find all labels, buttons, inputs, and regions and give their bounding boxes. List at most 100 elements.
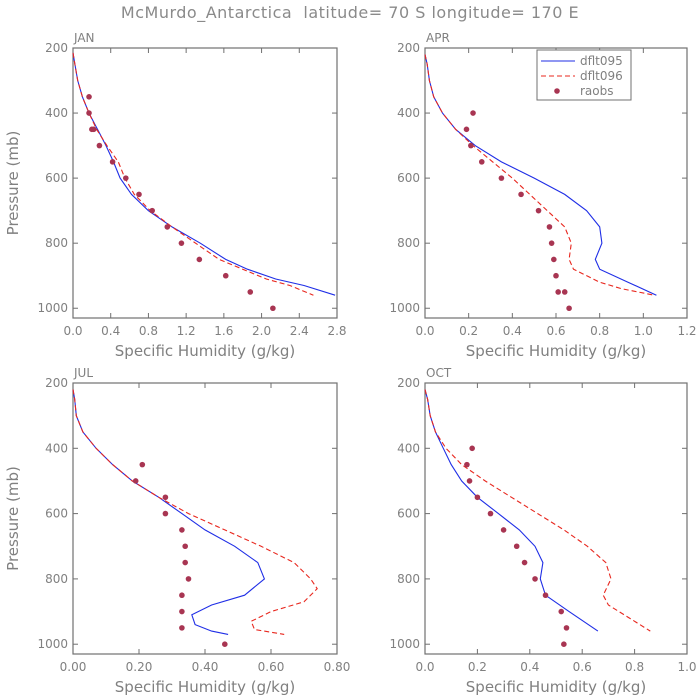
raobs-point <box>96 142 103 149</box>
x-tick-label: 0.8 <box>625 660 644 674</box>
x-tick-label: 0.4 <box>101 324 120 338</box>
y-tick-label: 400 <box>45 106 68 120</box>
raobs-point <box>468 142 474 149</box>
legend-label-dflt096: dflt096 <box>580 69 623 83</box>
series-line-dflt095 <box>424 54 657 296</box>
raobs-point <box>500 527 507 533</box>
x-tick-label: 2.8 <box>327 324 346 338</box>
series-line-dflt095 <box>424 389 599 632</box>
raobs-point <box>561 641 567 648</box>
raobs-point <box>566 305 572 312</box>
raobs-point <box>532 576 538 582</box>
y-tick-label: 200 <box>45 41 68 55</box>
raobs-point <box>139 461 146 468</box>
series-line-dflt096 <box>72 389 318 635</box>
raobs-point <box>182 543 188 550</box>
y-tick-label: 400 <box>397 106 420 120</box>
x-tick-label: 0.4 <box>520 660 539 674</box>
raobs-point <box>498 175 505 181</box>
legend-box <box>536 49 632 101</box>
x-tick-label: 0.6 <box>573 660 592 674</box>
raobs-point <box>162 510 169 517</box>
x-tick-label: 0.6 <box>546 324 565 338</box>
y-tick-label: 400 <box>45 441 68 455</box>
legend-label-raobs: raobs <box>580 84 614 98</box>
raobs-point <box>109 159 116 165</box>
y-tick-label: 1000 <box>389 301 420 315</box>
x-tick-label: 0.8 <box>590 324 609 338</box>
panel-title: JAN <box>73 31 95 45</box>
raobs-point <box>86 110 92 116</box>
y-axis-label: Pressure (mb) <box>4 131 22 236</box>
y-tick-label: 600 <box>45 507 68 521</box>
raobs-point <box>466 478 473 484</box>
x-tick-label: 0.80 <box>324 660 351 674</box>
legend-label-dflt095: dflt095 <box>580 54 623 68</box>
y-tick-label: 800 <box>45 572 68 586</box>
plot-frame <box>72 47 338 319</box>
panel-jan: 0.0 0.4 0.8 1.2 1.6 2.0 2.4 2.8 200 400 600 800 1000… <box>4 31 347 360</box>
legend-marker-raobs <box>554 88 560 94</box>
x-tick-label: 0.0 <box>415 324 434 338</box>
panel-title: JUL <box>73 366 93 380</box>
y-axis-label: Pressure (mb) <box>4 466 22 571</box>
raobs-point <box>478 159 485 165</box>
raobs-point <box>196 256 203 263</box>
y-tick-label: 1000 <box>389 637 420 651</box>
x-tick-label: 0.4 <box>503 324 522 338</box>
raobs-point <box>470 110 476 116</box>
plot-frame <box>72 382 338 655</box>
y-tick-label: 600 <box>45 171 68 185</box>
y-tick-label: 200 <box>45 376 68 390</box>
x-tick-label: 0.60 <box>258 660 285 674</box>
raobs-point <box>487 510 494 517</box>
panel-title: OCT <box>426 366 452 380</box>
raobs-point <box>518 191 524 198</box>
raobs-point <box>513 543 520 550</box>
raobs-point <box>132 478 139 484</box>
x-tick-label: 0.20 <box>126 660 153 674</box>
y-tick-label: 800 <box>397 572 420 586</box>
x-tick-label: 0.0 <box>415 660 434 674</box>
raobs-point <box>179 592 185 599</box>
raobs-point <box>521 559 528 566</box>
x-tick-label: 1.0 <box>634 324 653 338</box>
x-axis-label: Specific Humidity (g/kg) <box>115 678 295 696</box>
raobs-point <box>535 207 542 214</box>
y-tick-label: 200 <box>397 376 420 390</box>
x-tick-label: 1.2 <box>177 324 196 338</box>
raobs-point <box>474 494 481 501</box>
series-line-dflt096 <box>72 52 314 296</box>
raobs-point <box>179 527 185 533</box>
plot-frame <box>424 382 688 655</box>
x-axis-label: Specific Humidity (g/kg) <box>466 342 646 360</box>
raobs-point <box>90 126 97 133</box>
raobs-point <box>136 191 142 198</box>
series-line-dflt096 <box>424 54 655 296</box>
raobs-point <box>164 224 171 230</box>
x-tick-label: 2.0 <box>252 324 271 338</box>
raobs-point <box>546 224 553 230</box>
raobs-point <box>463 126 470 133</box>
x-tick-label: 0.0 <box>63 324 82 338</box>
panel-oct: 0.0 0.2 0.4 0.6 0.8 1.0 200 400 600 800 1000 OCT Spe… <box>389 366 696 696</box>
x-tick-label: 0.00 <box>60 660 87 674</box>
y-tick-label: 600 <box>397 171 420 185</box>
raobs-point <box>162 494 169 501</box>
raobs-point <box>548 240 555 246</box>
x-tick-label: 0.2 <box>468 660 487 674</box>
raobs-point <box>270 305 276 312</box>
x-tick-label: 1.2 <box>677 324 696 338</box>
x-tick-label: 0.8 <box>139 324 158 338</box>
raobs-point <box>558 608 565 615</box>
raobs-point <box>553 272 559 279</box>
raobs-point <box>542 592 549 599</box>
x-axis-label: Specific Humidity (g/kg) <box>115 342 295 360</box>
y-tick-label: 1000 <box>37 301 68 315</box>
series-line-dflt095 <box>72 52 336 296</box>
series-line-dflt096 <box>424 389 651 632</box>
panel-apr: 0.0 0.2 0.4 0.6 0.8 1.0 1.2 200 400 600 800 1000 APR… <box>389 31 696 360</box>
raobs-point <box>247 289 254 295</box>
